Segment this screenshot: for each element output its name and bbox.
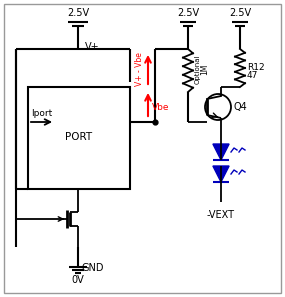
Polygon shape xyxy=(213,144,229,160)
Bar xyxy=(28,87,130,189)
Text: 2.5V: 2.5V xyxy=(67,8,89,18)
Text: 47: 47 xyxy=(247,72,258,80)
Text: 0V: 0V xyxy=(72,275,84,285)
Text: -VEXT: -VEXT xyxy=(207,210,235,220)
Text: V+: V+ xyxy=(85,42,100,52)
Text: PORT: PORT xyxy=(66,132,93,142)
Text: Iport: Iport xyxy=(31,109,53,118)
Text: GND: GND xyxy=(81,263,103,273)
Text: 2.5V: 2.5V xyxy=(177,8,199,18)
Text: Optional: Optional xyxy=(195,54,201,84)
Text: 1M: 1M xyxy=(200,63,209,75)
Text: 2.5V: 2.5V xyxy=(229,8,251,18)
Text: V+ - Vbe: V+ - Vbe xyxy=(135,52,144,86)
Text: R12: R12 xyxy=(247,62,265,72)
Text: Vbe: Vbe xyxy=(152,102,170,111)
Polygon shape xyxy=(213,166,229,182)
Text: Q4: Q4 xyxy=(233,102,247,112)
